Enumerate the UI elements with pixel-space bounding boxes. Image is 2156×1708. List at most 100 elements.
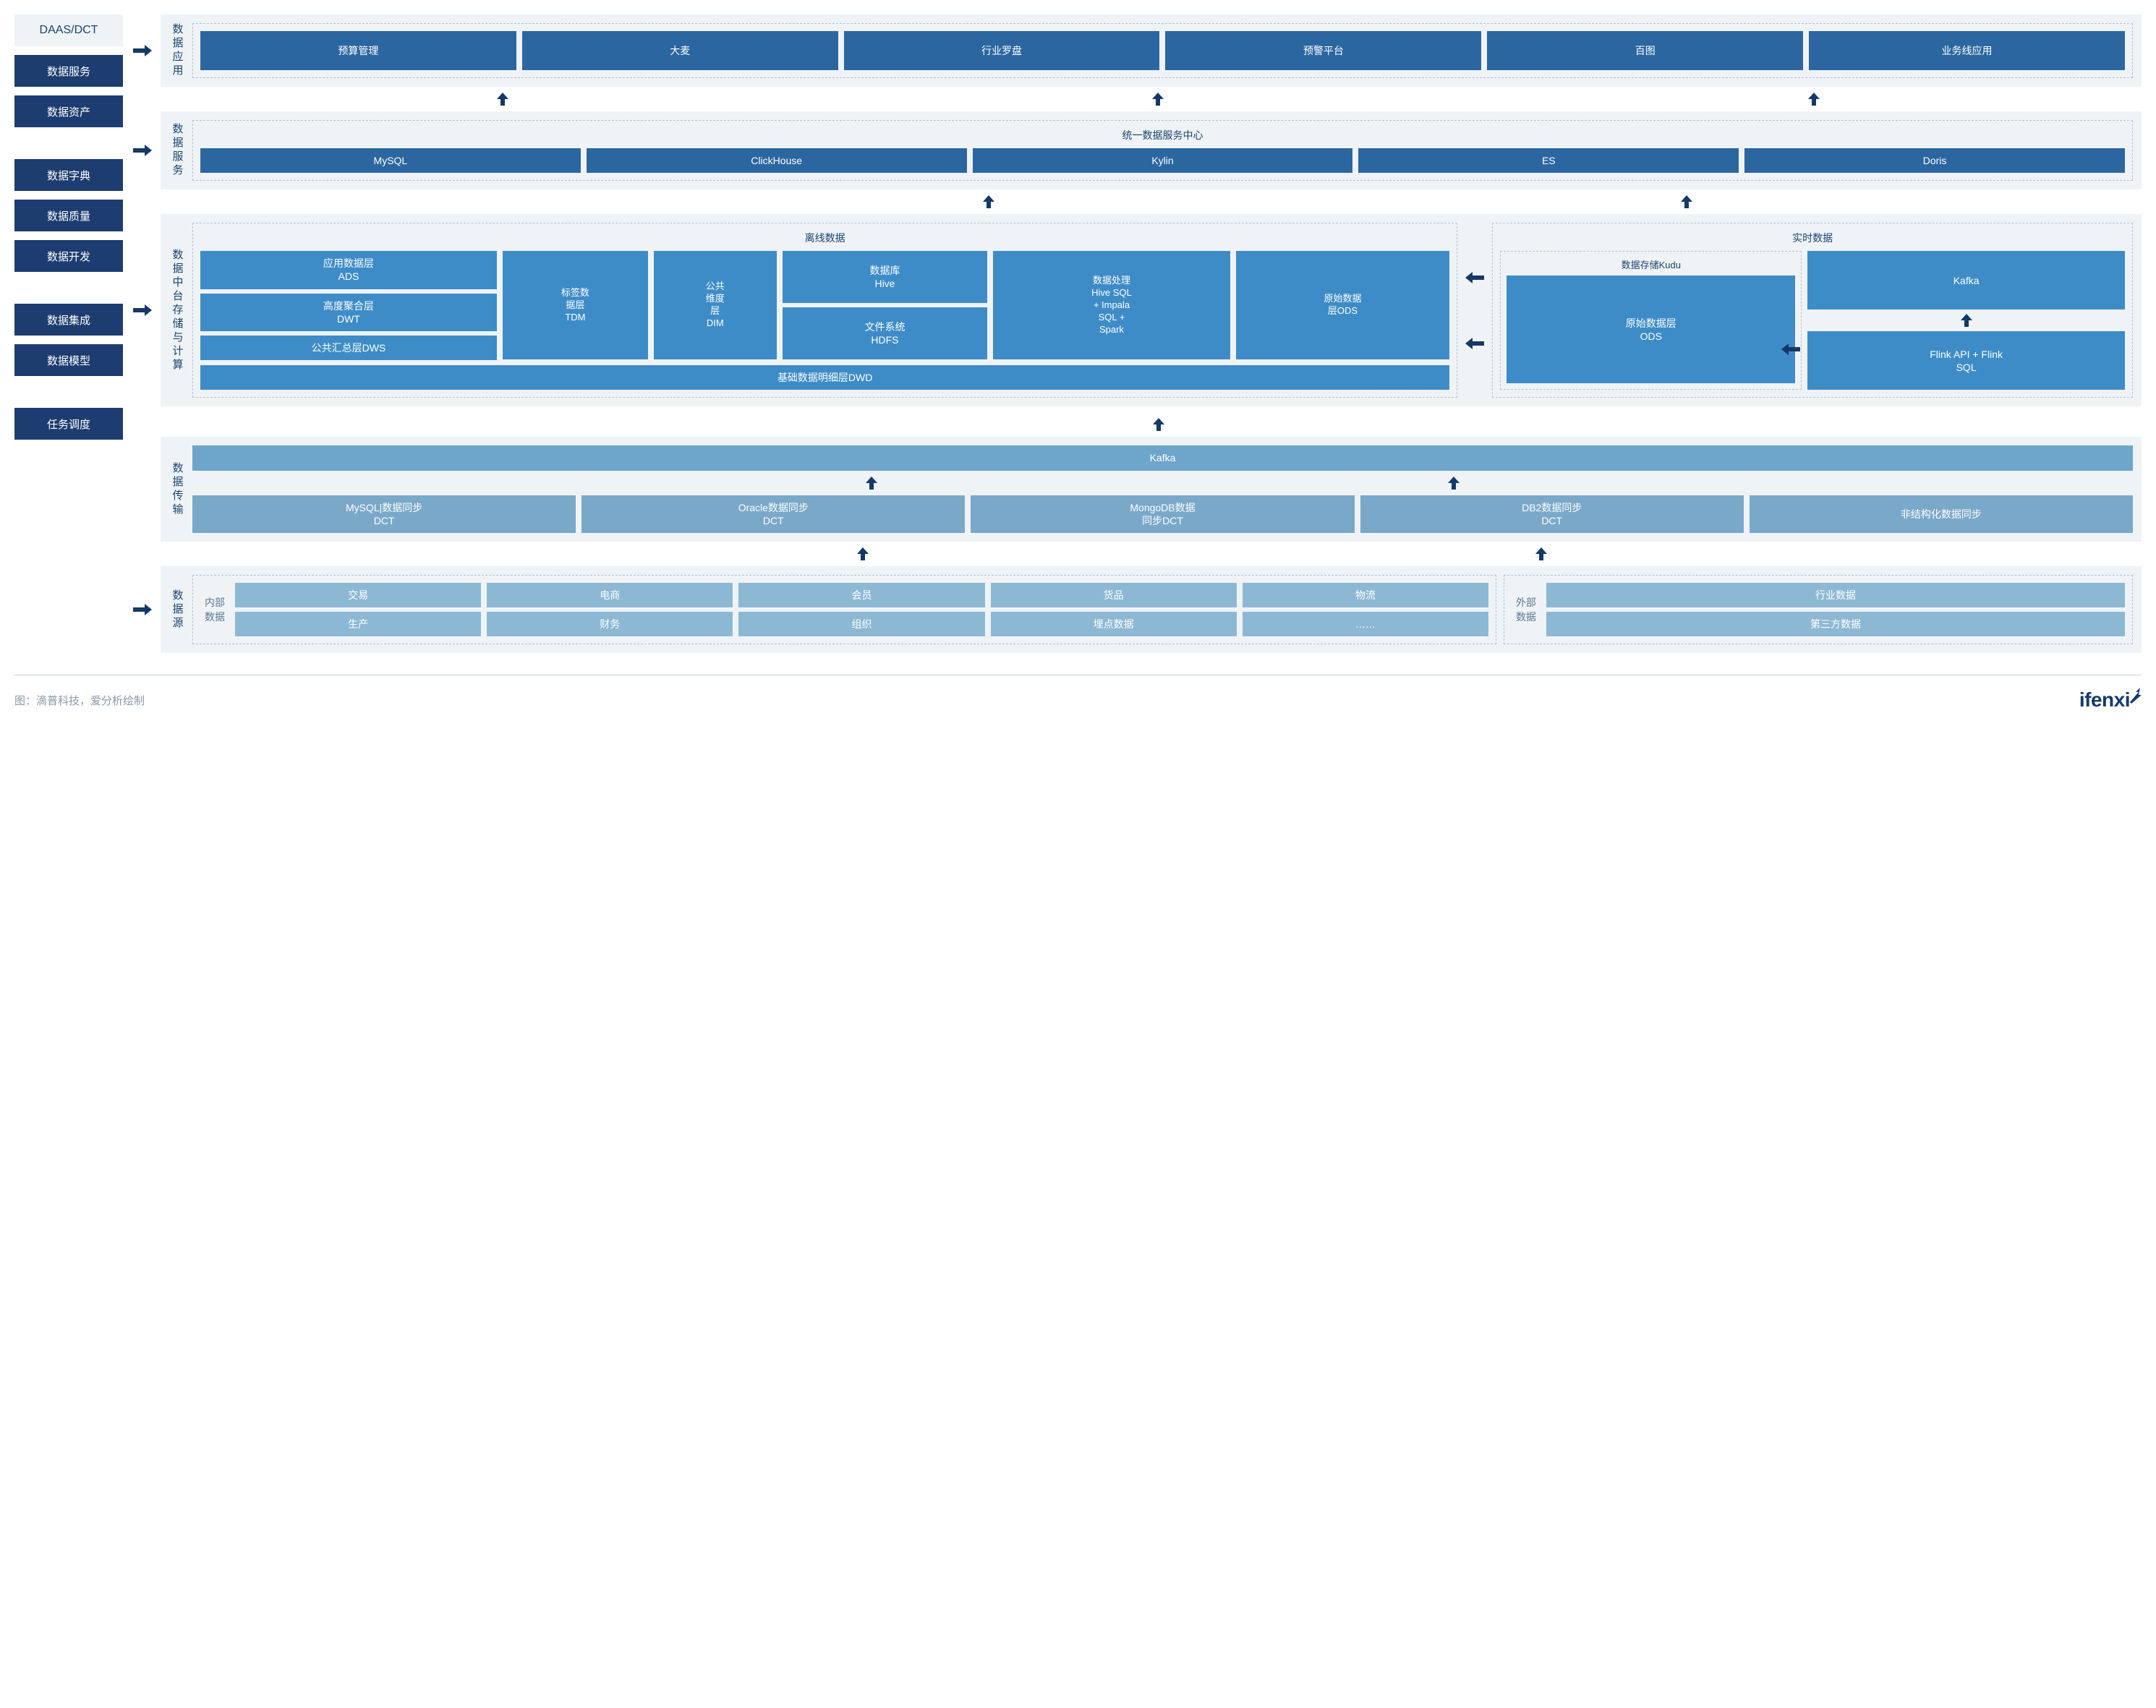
arrow-up-icon	[983, 195, 994, 208]
realtime-group: 实时数据 数据存储Kudu 原始数据层 ODS Kafka Flink API …	[1492, 223, 2133, 398]
layer-storage-label: 数据中台存储与计算	[169, 223, 185, 398]
internal-group: 内部 数据 交易 电商 会员 货品 物流 生产 财务 组织	[192, 575, 1496, 644]
app-box-bizline: 业务线应用	[1809, 31, 2125, 70]
arrow-right-icon	[132, 14, 153, 87]
src-int-finance: 财务	[487, 612, 733, 636]
external-group: 外部 数据 行业数据 第三方数据	[1504, 575, 2133, 644]
offline-ods: 原始数据 层ODS	[1236, 251, 1450, 359]
left-nav-column: DAAS/DCT 数据服务 数据资产 数据字典 数据质量 数据开发 数据集成 数…	[14, 14, 123, 653]
src-int-prod: 生产	[235, 612, 481, 636]
arrow-up-icon	[497, 93, 508, 106]
arrows-transfer-inner	[192, 477, 2133, 490]
svc-box-doris: Doris	[1744, 148, 2125, 173]
internal-title: 内部 数据	[200, 595, 229, 624]
nav-item-schedule: 任务调度	[14, 408, 123, 440]
layer-app-panel: 数据应用 预算管理 大麦 行业罗盘 预警平台 百图 业务线应用	[161, 14, 2142, 87]
arrow-up-icon	[1152, 93, 1164, 106]
src-int-ecom: 电商	[487, 583, 733, 607]
realtime-flink: Flink API + Flink SQL	[1807, 331, 2125, 390]
arrow-left-icon	[1465, 272, 1485, 283]
nav-item-service: 数据服务	[14, 55, 123, 87]
src-ext-industry: 行业数据	[1546, 583, 2125, 607]
offline-tdm: 标签数 据层 TDM	[503, 251, 648, 359]
service-group-title: 统一数据服务中心	[200, 128, 2125, 142]
svc-box-mysql: MySQL	[200, 148, 581, 173]
nav-item-model: 数据模型	[14, 344, 123, 376]
src-int-trade: 交易	[235, 583, 481, 607]
arrow-left-icon	[1781, 343, 1800, 355]
arrows-storage-transfer	[132, 418, 2142, 431]
sync-db2: DB2数据同步 DCT	[1360, 495, 1744, 533]
service-group: 统一数据服务中心 MySQL ClickHouse Kylin ES Doris	[192, 120, 2133, 181]
layer-source-label: 数据源	[169, 575, 185, 644]
layer-transfer-panel: 数据传输 Kafka MySQL|数据同步 DCT Oracle数据同步 DCT…	[161, 437, 2142, 542]
sync-mongo: MongoDB数据 同步DCT	[971, 495, 1354, 533]
offline-dwd: 基础数据明细层DWD	[200, 365, 1449, 390]
offline-dwt: 高度聚合层 DWT	[200, 294, 497, 331]
realtime-kafka: Kafka	[1807, 251, 2125, 309]
offline-group: 离线数据 应用数据层 ADS 高度聚合层 DWT 公共汇总层DWS 标签数 据层…	[192, 223, 1457, 398]
sync-oracle: Oracle数据同步 DCT	[581, 495, 965, 533]
layer-storage-panel: 数据中台存储与计算 离线数据 应用数据层 ADS 高度聚合层 DWT 公共汇总层…	[161, 214, 2142, 406]
arrow-right-icon	[132, 111, 153, 189]
offline-title: 离线数据	[200, 231, 1449, 245]
architecture-diagram: DAAS/DCT 数据服务 数据资产 数据字典 数据质量 数据开发 数据集成 数…	[14, 14, 2142, 653]
arrows-app-service	[132, 93, 2142, 106]
layer-service-row: 数据服务 统一数据服务中心 MySQL ClickHouse Kylin ES …	[132, 111, 2142, 189]
app-box-damai: 大麦	[522, 31, 838, 70]
arrow-up-icon	[866, 477, 877, 490]
app-boxes-group: 预算管理 大麦 行业罗盘 预警平台 百图 业务线应用	[192, 23, 2133, 78]
nav-item-quality: 数据质量	[14, 200, 123, 231]
src-ext-thirdparty: 第三方数据	[1546, 612, 2125, 636]
arrow-up-icon	[1807, 314, 2125, 327]
external-title: 外部 数据	[1512, 595, 1541, 624]
app-box-alert: 预警平台	[1165, 31, 1481, 70]
app-box-baitu: 百图	[1487, 31, 1803, 70]
app-box-compass: 行业罗盘	[844, 31, 1160, 70]
layer-service-label: 数据服务	[169, 120, 185, 181]
offline-hdfs: 文件系统 HDFS	[783, 307, 988, 359]
src-int-goods: 货品	[991, 583, 1237, 607]
nav-header: DAAS/DCT	[14, 14, 123, 46]
arrow-up-icon	[1448, 477, 1460, 490]
layer-transfer-row: 数据传输 Kafka MySQL|数据同步 DCT Oracle数据同步 DCT…	[132, 437, 2142, 542]
arrow-up-icon	[857, 547, 869, 560]
src-int-org: 组织	[738, 612, 984, 636]
layer-transfer-label: 数据传输	[169, 445, 185, 533]
src-int-logistics: 物流	[1243, 583, 1488, 607]
realtime-ods: 原始数据层 ODS	[1507, 276, 1795, 383]
svc-box-kylin: Kylin	[973, 148, 1353, 173]
offline-dim: 公共 维度 层 DIM	[654, 251, 777, 359]
arrow-up-icon	[1535, 547, 1547, 560]
offline-dws: 公共汇总层DWS	[200, 336, 497, 360]
offline-proc: 数据处理 Hive SQL + Impala SQL + Spark	[993, 251, 1230, 359]
nav-item-dev: 数据开发	[14, 240, 123, 272]
arrow-right-icon	[132, 214, 153, 406]
arrow-up-icon	[1153, 418, 1164, 431]
src-int-member: 会员	[738, 583, 984, 607]
nav-item-asset: 数据资产	[14, 95, 123, 127]
transfer-kafka: Kafka	[192, 445, 2133, 470]
arrows-realtime-offline	[1465, 223, 1485, 398]
footer: 图：滴普科技，爱分析绘制 ifenxi	[14, 675, 2142, 712]
src-int-more: ……	[1243, 612, 1488, 636]
layer-service-panel: 数据服务 统一数据服务中心 MySQL ClickHouse Kylin ES …	[161, 111, 2142, 189]
arrow-right-icon	[132, 566, 153, 653]
right-content-column: 数据应用 预算管理 大麦 行业罗盘 预警平台 百图 业务线应用	[132, 14, 2142, 653]
svc-box-es: ES	[1358, 148, 1739, 173]
arrow-left-icon	[1465, 338, 1485, 349]
layer-app-row: 数据应用 预算管理 大麦 行业罗盘 预警平台 百图 业务线应用	[132, 14, 2142, 87]
kudu-title: 数据存储Kudu	[1507, 257, 1795, 271]
layer-source-row: 数据源 内部 数据 交易 电商 会员 货品 物流 生产 财务	[132, 566, 2142, 653]
footer-caption: 图：滴普科技，爱分析绘制	[14, 693, 145, 708]
app-box-budget: 预算管理	[200, 31, 516, 70]
layer-storage-row: 数据中台存储与计算 离线数据 应用数据层 ADS 高度聚合层 DWT 公共汇总层…	[132, 214, 2142, 406]
svc-box-clickhouse: ClickHouse	[587, 148, 967, 173]
arrow-up-icon	[1681, 195, 1692, 208]
arrows-service-storage	[132, 195, 2142, 208]
nav-item-dict: 数据字典	[14, 159, 123, 191]
sync-unstruct: 非结构化数据同步	[1750, 495, 2133, 533]
layer-app-label: 数据应用	[169, 23, 185, 78]
realtime-title: 实时数据	[1500, 231, 2125, 245]
offline-hive: 数据库 Hive	[783, 251, 988, 303]
